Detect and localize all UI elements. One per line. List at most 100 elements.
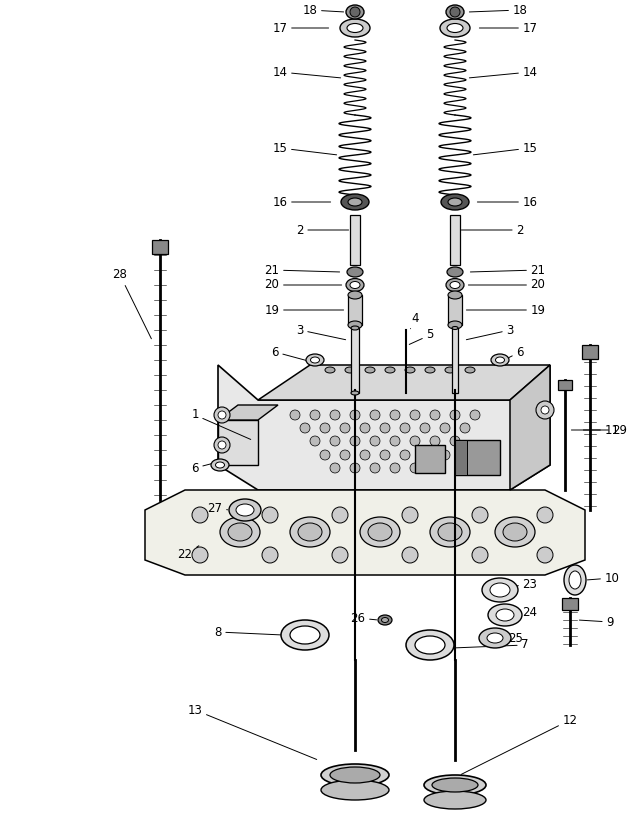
Circle shape — [370, 436, 380, 446]
Text: 18: 18 — [302, 3, 344, 17]
Ellipse shape — [306, 354, 324, 366]
Circle shape — [402, 547, 418, 563]
Text: 21: 21 — [470, 263, 545, 277]
Ellipse shape — [432, 778, 478, 792]
Text: 25: 25 — [481, 631, 524, 645]
Ellipse shape — [447, 267, 463, 277]
Ellipse shape — [298, 523, 322, 541]
Circle shape — [218, 441, 226, 449]
Circle shape — [214, 407, 230, 423]
Text: 6: 6 — [191, 461, 217, 475]
Text: 6: 6 — [271, 345, 311, 362]
Ellipse shape — [564, 565, 586, 595]
Ellipse shape — [345, 367, 355, 373]
Text: 1: 1 — [191, 409, 250, 440]
Ellipse shape — [351, 326, 359, 330]
Circle shape — [310, 436, 320, 446]
Text: 14: 14 — [469, 65, 538, 79]
Circle shape — [330, 410, 340, 420]
Text: 6: 6 — [501, 345, 524, 361]
Circle shape — [340, 423, 350, 433]
Ellipse shape — [368, 523, 392, 541]
Ellipse shape — [452, 327, 458, 329]
Ellipse shape — [347, 267, 363, 277]
Bar — [558, 380, 572, 390]
Polygon shape — [258, 365, 550, 400]
Ellipse shape — [496, 357, 505, 363]
Ellipse shape — [236, 504, 254, 516]
Ellipse shape — [503, 523, 527, 541]
Text: 9: 9 — [579, 615, 614, 629]
Ellipse shape — [290, 626, 320, 644]
Ellipse shape — [405, 367, 415, 373]
Bar — [348, 295, 362, 325]
Circle shape — [370, 463, 380, 473]
Ellipse shape — [321, 764, 389, 786]
Ellipse shape — [450, 282, 460, 288]
Ellipse shape — [360, 517, 400, 547]
Text: 10: 10 — [587, 572, 619, 584]
Text: 2: 2 — [296, 223, 349, 237]
Bar — [351, 328, 359, 393]
Text: 17: 17 — [273, 22, 328, 34]
Circle shape — [450, 436, 460, 446]
Polygon shape — [218, 365, 550, 490]
Ellipse shape — [281, 620, 329, 650]
Ellipse shape — [430, 517, 470, 547]
Ellipse shape — [496, 609, 514, 621]
Circle shape — [430, 463, 440, 473]
Ellipse shape — [325, 367, 335, 373]
Text: 21: 21 — [264, 263, 340, 277]
Circle shape — [390, 436, 400, 446]
Circle shape — [330, 463, 340, 473]
Ellipse shape — [569, 571, 581, 589]
Text: 3: 3 — [467, 324, 514, 339]
Bar — [455, 440, 500, 475]
Text: 16: 16 — [477, 196, 538, 208]
Circle shape — [360, 423, 370, 433]
Circle shape — [420, 423, 430, 433]
Text: 19: 19 — [467, 303, 545, 317]
Circle shape — [192, 507, 208, 523]
Text: 18: 18 — [469, 3, 527, 17]
Ellipse shape — [479, 628, 511, 648]
Ellipse shape — [487, 633, 503, 643]
Circle shape — [310, 410, 320, 420]
Polygon shape — [218, 420, 258, 465]
Ellipse shape — [350, 282, 360, 288]
Ellipse shape — [228, 523, 252, 541]
Circle shape — [440, 423, 450, 433]
Text: 14: 14 — [273, 65, 340, 79]
Ellipse shape — [341, 194, 369, 210]
Circle shape — [537, 547, 553, 563]
Circle shape — [400, 450, 410, 460]
Text: 20: 20 — [264, 278, 342, 292]
Ellipse shape — [445, 367, 455, 373]
Circle shape — [380, 423, 390, 433]
Ellipse shape — [382, 618, 389, 623]
Text: 11: 11 — [571, 424, 619, 436]
Text: 7: 7 — [453, 639, 529, 651]
Circle shape — [218, 411, 226, 419]
Polygon shape — [510, 365, 550, 490]
Text: 8: 8 — [214, 625, 281, 639]
Ellipse shape — [415, 636, 445, 654]
Ellipse shape — [448, 321, 462, 329]
Ellipse shape — [488, 604, 522, 626]
Circle shape — [390, 463, 400, 473]
Ellipse shape — [348, 321, 362, 329]
Circle shape — [350, 410, 360, 420]
Polygon shape — [218, 405, 278, 420]
Circle shape — [460, 423, 470, 433]
Text: 17: 17 — [479, 22, 538, 34]
Bar — [152, 240, 168, 254]
Circle shape — [262, 547, 278, 563]
Circle shape — [420, 450, 430, 460]
Ellipse shape — [229, 499, 261, 521]
Ellipse shape — [438, 523, 462, 541]
Circle shape — [410, 463, 420, 473]
Text: 5: 5 — [410, 329, 434, 344]
Circle shape — [350, 463, 360, 473]
Circle shape — [300, 423, 310, 433]
Text: 12: 12 — [462, 713, 578, 774]
